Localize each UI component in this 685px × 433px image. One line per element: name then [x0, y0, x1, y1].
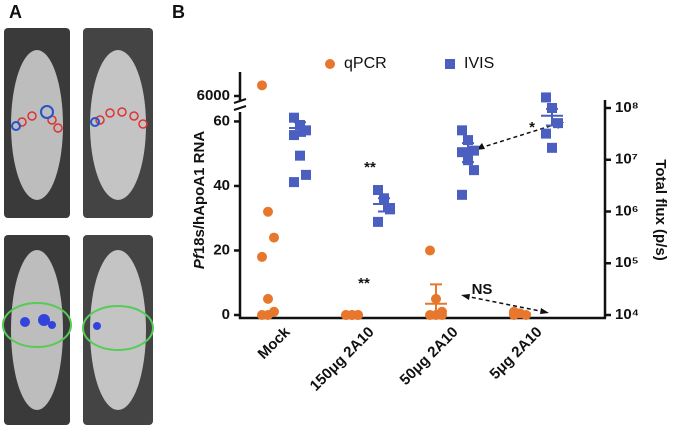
point	[509, 310, 519, 320]
y2-tick-label: 10⁶	[615, 202, 639, 219]
panel-label: A	[9, 2, 22, 22]
legend-marker	[325, 59, 335, 69]
error-bar	[546, 107, 558, 127]
point	[541, 128, 551, 139]
x-tick-label: Mock	[255, 323, 295, 363]
point	[289, 177, 299, 188]
annotation: **	[358, 275, 370, 292]
x-tick-label: 5μg 2A10	[486, 324, 545, 383]
y-axis-label: Pf18s/hApoA1 RNA	[191, 131, 208, 270]
point	[263, 310, 273, 320]
y2-tick-label: 10⁴	[615, 306, 639, 323]
point	[457, 189, 467, 200]
point	[269, 232, 279, 243]
legend-label: qPCR	[344, 55, 387, 72]
y2-axis-label: Total flux (p/s)	[652, 159, 669, 260]
point	[257, 80, 267, 91]
point	[263, 293, 273, 304]
y2-tick-label: 10⁵	[615, 254, 639, 271]
y-tick-label: 40	[213, 177, 230, 194]
y-tick-label: 20	[213, 241, 230, 258]
y-tick-label: 6000	[197, 87, 230, 104]
annotation: **	[364, 159, 376, 176]
point	[295, 150, 305, 161]
point	[301, 169, 311, 180]
error-bar	[378, 197, 390, 213]
mouse-images	[2, 28, 154, 425]
y-tick-label: 0	[222, 306, 230, 323]
error-bar	[462, 142, 474, 164]
error-bar	[430, 283, 442, 316]
point	[257, 251, 267, 262]
y2-tick-label: 10⁷	[615, 151, 638, 168]
point	[457, 125, 467, 136]
x-tick-label: 50μg 2A10	[397, 324, 462, 389]
point	[547, 142, 557, 153]
point	[457, 147, 467, 158]
legend-label: IVIS	[464, 55, 494, 72]
point	[301, 125, 311, 136]
point	[521, 310, 531, 320]
point	[289, 112, 299, 123]
point	[373, 185, 383, 196]
point	[373, 216, 383, 227]
legend-marker	[445, 59, 455, 69]
x-tick-label: 150μg 2A10	[307, 324, 378, 395]
point	[385, 204, 395, 215]
point	[263, 206, 273, 217]
annotation: NS	[472, 281, 493, 298]
error-bar	[294, 121, 306, 137]
point	[469, 165, 479, 176]
y-axis-label-rest: 18s/hApoA1 RNA	[191, 131, 208, 255]
point	[541, 92, 551, 103]
y-tick-label: 60	[213, 112, 230, 129]
point	[553, 118, 563, 129]
y2-tick-label: 10⁸	[615, 99, 639, 116]
y-axis-label-italic: Pf	[191, 252, 208, 269]
annotation: *	[529, 119, 535, 136]
panel-label: B	[172, 2, 185, 22]
point	[425, 245, 435, 256]
point	[463, 135, 473, 146]
